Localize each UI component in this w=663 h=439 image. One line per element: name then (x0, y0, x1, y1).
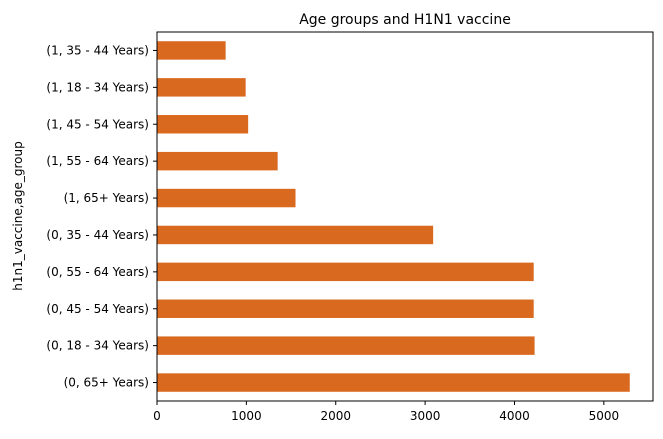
x-tick-labels: 0 1000 2000 3000 4000 5000 (153, 401, 619, 423)
y-tick-label: (1, 35 - 44 Years) (46, 43, 149, 57)
bar (157, 151, 278, 171)
bar (157, 262, 534, 282)
x-tick-label: 1000 (231, 409, 262, 423)
y-tick-label: (1, 65+ Years) (64, 191, 149, 205)
y-tick-label: (0, 35 - 44 Years) (46, 228, 149, 242)
y-tick-label: (1, 45 - 54 Years) (46, 117, 149, 131)
bar (157, 336, 535, 355)
y-tick-labels: (1, 35 - 44 Years) (1, 18 - 34 Years) (1, … (46, 43, 157, 390)
plot-area-frame (156, 31, 654, 402)
chart-title: Age groups and H1N1 vaccine (299, 12, 511, 28)
y-axis-label: h1n1_vaccine,age_group (11, 141, 25, 290)
bar (157, 115, 249, 134)
x-tick-label: 5000 (589, 409, 620, 423)
bar (157, 373, 630, 392)
bars-group (157, 41, 630, 392)
bar (157, 225, 434, 245)
bar (157, 78, 246, 97)
x-tick-label: 3000 (410, 409, 441, 423)
y-tick-label: (0, 65+ Years) (64, 376, 149, 390)
y-tick-label: (0, 45 - 54 Years) (46, 302, 149, 316)
x-tick-label: 2000 (320, 409, 351, 423)
x-tick-label: 4000 (499, 409, 530, 423)
x-tick-label: 0 (153, 409, 161, 423)
bar (157, 188, 296, 208)
y-tick-label: (1, 55 - 64 Years) (46, 154, 149, 168)
bar (157, 299, 534, 318)
y-tick-label: (1, 18 - 34 Years) (46, 80, 149, 94)
y-tick-label: (0, 55 - 64 Years) (46, 265, 149, 279)
bar (157, 41, 226, 60)
y-tick-label: (0, 18 - 34 Years) (46, 339, 149, 353)
